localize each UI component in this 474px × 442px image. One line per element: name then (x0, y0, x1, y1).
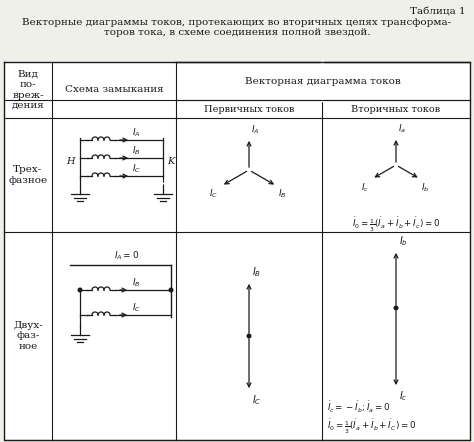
Circle shape (394, 306, 398, 310)
Text: $I_C$: $I_C$ (132, 301, 141, 314)
Text: Векторная диаграмма токов: Векторная диаграмма токов (245, 76, 401, 85)
Text: $\dot{I}_c = -\dot{I}_b; \dot{I}_a = 0$: $\dot{I}_c = -\dot{I}_b; \dot{I}_a = 0$ (327, 400, 391, 415)
Text: Вид
по-
вреж-
дения: Вид по- вреж- дения (12, 70, 45, 110)
Text: $I_b$: $I_b$ (421, 181, 429, 194)
Text: $I_C$: $I_C$ (132, 163, 141, 175)
Circle shape (78, 288, 82, 292)
Text: $I_B$: $I_B$ (278, 188, 286, 201)
Text: H: H (66, 156, 74, 165)
Text: $\dot{I}_0 = \frac{1}{3}(\dot{I}_a + \dot{I}_b + \dot{I}_C) = 0$: $\dot{I}_0 = \frac{1}{3}(\dot{I}_a + \do… (327, 418, 416, 436)
Text: $I_A=0$: $I_A=0$ (114, 249, 139, 262)
Text: $I_A$: $I_A$ (132, 126, 141, 139)
Circle shape (169, 288, 173, 292)
Text: $I_B$: $I_B$ (132, 145, 141, 157)
Text: $I_c$: $I_c$ (399, 389, 408, 403)
Text: Таблица 1: Таблица 1 (410, 8, 466, 17)
Text: Первичных токов: Первичных токов (204, 104, 294, 114)
Text: $I_A$: $I_A$ (251, 123, 260, 136)
Text: $I_a$: $I_a$ (398, 122, 406, 135)
Text: $I_B$: $I_B$ (252, 265, 261, 279)
Text: $I_C$: $I_C$ (252, 393, 262, 407)
Text: K: K (167, 156, 174, 165)
Text: $I_b$: $I_b$ (399, 234, 408, 248)
Circle shape (247, 334, 251, 338)
Text: $I_B$: $I_B$ (132, 277, 141, 289)
Text: $I_c$: $I_c$ (361, 181, 369, 194)
Text: $I_C$: $I_C$ (209, 188, 219, 201)
Text: Векторные диаграммы токов, протекающих во вторичных цепях трансформа-
торов тока: Векторные диаграммы токов, протекающих в… (22, 18, 452, 38)
Text: Двух-
фаз-
ное: Двух- фаз- ное (13, 321, 43, 351)
Text: Схема замыкания: Схема замыкания (64, 85, 164, 95)
Text: $\dot{I}_0 = \frac{1}{3}(\dot{I}_a + \dot{I}_b + \dot{I}_c) = 0$: $\dot{I}_0 = \frac{1}{3}(\dot{I}_a + \do… (352, 216, 440, 234)
Text: Трех-
фазное: Трех- фазное (9, 165, 47, 185)
Text: Вторичных токов: Вторичных токов (351, 104, 440, 114)
